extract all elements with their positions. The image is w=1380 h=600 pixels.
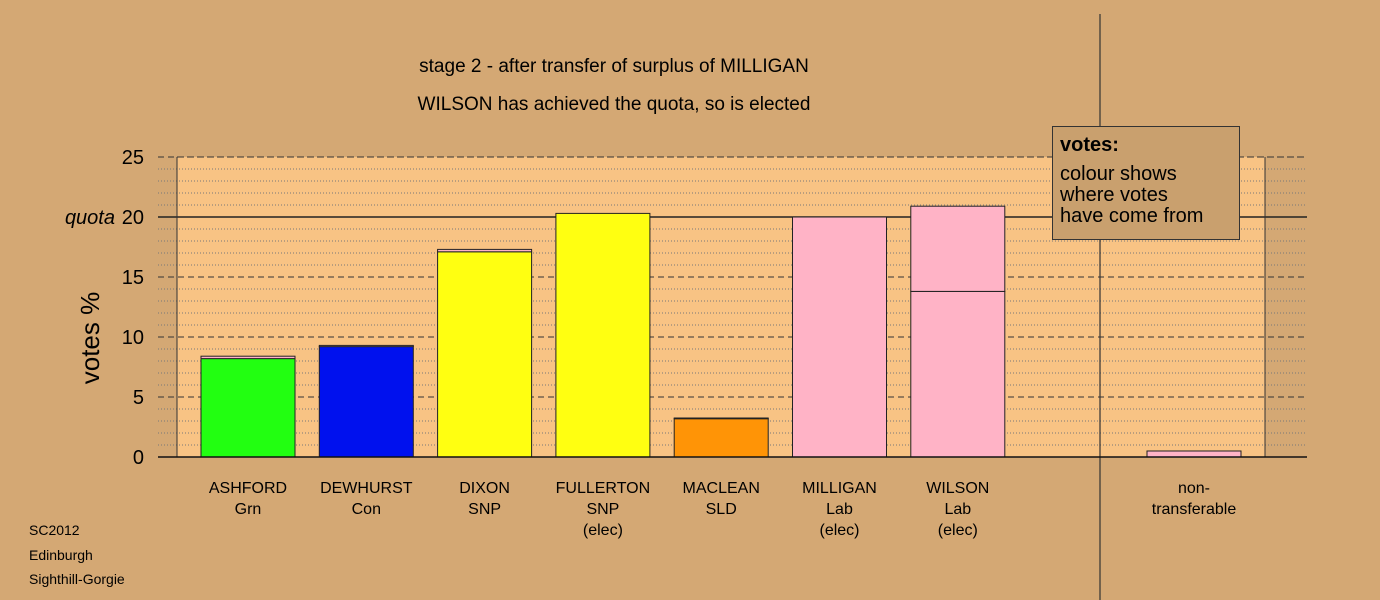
nontransferable-label: transferable bbox=[1152, 501, 1237, 518]
bars bbox=[200, 205, 1242, 458]
footer-line: Edinburgh bbox=[29, 546, 93, 563]
footer-line: Sighthill-Gorgie bbox=[29, 571, 125, 587]
candidate-label: SLD bbox=[706, 501, 737, 518]
y-tick-label: 15 bbox=[122, 267, 144, 289]
bar-dewhurst bbox=[318, 344, 414, 348]
bar-dixon bbox=[437, 248, 533, 253]
y-axis-label: votes % bbox=[75, 292, 105, 385]
y-tick-label: 25 bbox=[122, 147, 144, 169]
candidate-label: Lab bbox=[826, 501, 853, 518]
y-tick-label: 10 bbox=[122, 327, 144, 349]
chart-title: stage 2 - after transfer of surplus of M… bbox=[419, 56, 809, 77]
y-tick-label: 5 bbox=[133, 387, 144, 409]
candidate-label: (elec) bbox=[938, 522, 978, 539]
candidate-label: Grn bbox=[235, 501, 262, 518]
quota-label: quota bbox=[65, 207, 115, 229]
footer-line: SC2012 bbox=[29, 522, 80, 538]
bar-nontransferable bbox=[1146, 450, 1242, 458]
bar-milligan bbox=[792, 216, 887, 458]
bar-ashford bbox=[200, 355, 296, 360]
legend-box: votes: colour shows where votes have com… bbox=[1052, 126, 1240, 240]
candidate-label: (elec) bbox=[819, 522, 859, 539]
bar-maclean bbox=[673, 417, 769, 420]
bar-wilson bbox=[910, 290, 1006, 458]
nontransferable-label: non- bbox=[1178, 480, 1210, 497]
footer-location: SC2012 Edinburgh Sighthill-Gorgie bbox=[29, 518, 125, 592]
bar-ashford bbox=[200, 358, 296, 458]
legend-line: have come from bbox=[1060, 205, 1204, 227]
y-tick-label: 20 bbox=[122, 207, 144, 229]
candidate-label: DIXON bbox=[459, 480, 510, 497]
axis-labels: ASHFORD Grn DEWHURST Con DIXON SNP FULLERTON SN… bbox=[65, 147, 1236, 539]
candidate-label: DEWHURST bbox=[320, 480, 413, 497]
candidate-label: (elec) bbox=[583, 522, 623, 539]
legend-line: colour shows bbox=[1060, 163, 1177, 185]
candidate-label: FULLERTON bbox=[556, 480, 651, 497]
bar-dewhurst bbox=[318, 346, 414, 458]
legend-line: where votes bbox=[1060, 184, 1168, 206]
candidate-label: SNP bbox=[586, 501, 619, 518]
candidate-label: SNP bbox=[468, 501, 501, 518]
candidate-label: WILSON bbox=[926, 480, 989, 497]
bar-maclean bbox=[673, 418, 769, 458]
bar-dixon bbox=[437, 251, 533, 458]
legend-heading: votes: bbox=[1060, 134, 1119, 156]
candidate-label: MILLIGAN bbox=[802, 480, 877, 497]
candidate-label: MACLEAN bbox=[683, 480, 760, 497]
chart-subtitle: WILSON has achieved the quota, so is ele… bbox=[418, 94, 811, 115]
bar-fullerton bbox=[555, 212, 651, 458]
bar-wilson bbox=[910, 205, 1006, 292]
candidate-label: Con bbox=[352, 501, 381, 518]
y-tick-label: 0 bbox=[133, 447, 144, 469]
candidate-label: Lab bbox=[944, 501, 971, 518]
candidate-label: ASHFORD bbox=[209, 480, 287, 497]
